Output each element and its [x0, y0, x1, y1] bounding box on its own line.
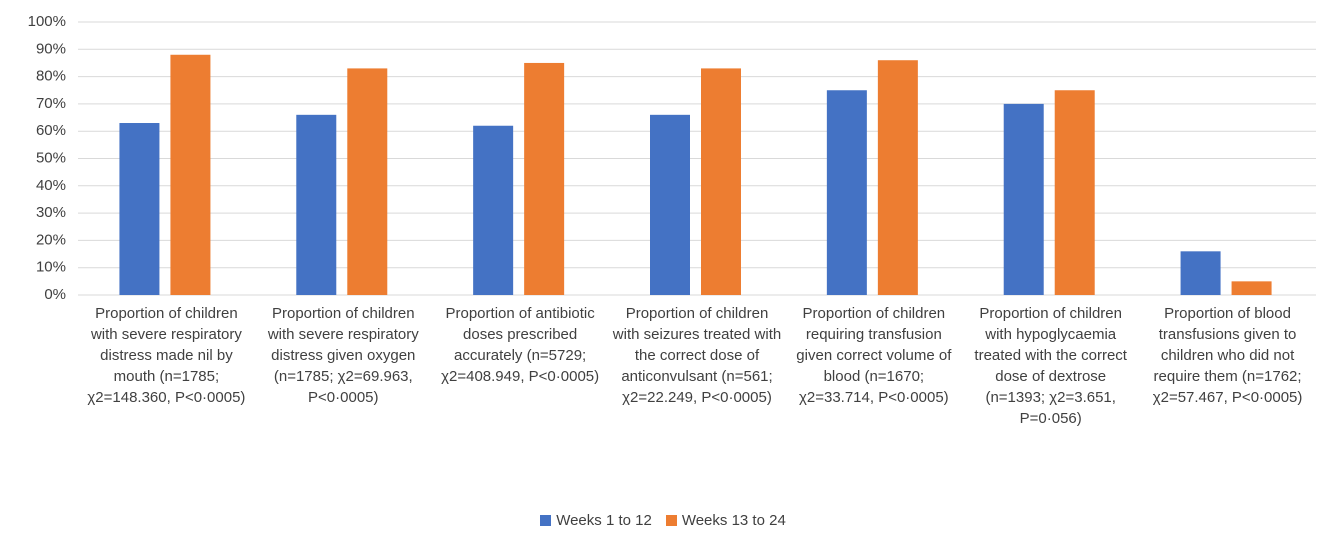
bar: [1003, 103, 1044, 296]
bar: [650, 114, 690, 295]
x-tick-label: Proportion of children with severe respi…: [87, 305, 246, 406]
bar: [826, 90, 867, 295]
y-tick-label: 40%: [36, 177, 66, 194]
bar: [1180, 251, 1221, 295]
legend-swatch: [540, 515, 552, 526]
bar: [170, 54, 211, 296]
legend-label: Weeks 1 to 12: [556, 512, 652, 529]
x-tick-label: Proportion of children requiring transfu…: [796, 305, 952, 406]
y-tick-label: 100%: [28, 13, 66, 30]
legend: Weeks 1 to 12 Weeks 13 to 24: [0, 512, 1326, 529]
legend-item: Weeks 13 to 24: [665, 512, 786, 529]
bar: [347, 68, 388, 295]
y-tick-label: 0%: [44, 286, 66, 303]
x-tick-label: Proportion of blood transfusions given t…: [1152, 305, 1303, 406]
bar: [701, 68, 741, 295]
bar: [877, 60, 918, 295]
bar: [1054, 90, 1095, 295]
y-tick-label: 10%: [36, 259, 66, 276]
y-tick-label: 60%: [36, 122, 66, 139]
x-tick-label: Proportion of children with hypoglycaemi…: [974, 305, 1127, 427]
y-tick-label: 80%: [36, 68, 66, 85]
y-tick-label: 90%: [36, 40, 66, 57]
legend-label: Weeks 13 to 24: [681, 512, 786, 529]
bar: [524, 62, 565, 296]
x-tick-label: Proportion of children with severe respi…: [267, 305, 419, 406]
y-tick-label: 70%: [36, 95, 66, 112]
bar: [296, 114, 337, 295]
y-tick-label: 30%: [36, 204, 66, 221]
legend-swatch: [665, 515, 677, 526]
legend-item: Weeks 1 to 12: [540, 512, 652, 529]
x-tick-label: Proportion of antibiotic doses prescribe…: [441, 305, 600, 385]
x-tick-label: Proportion of children with seizures tre…: [612, 305, 782, 406]
bar: [1231, 281, 1272, 295]
y-tick-label: 20%: [36, 231, 66, 248]
y-tick-label: 50%: [36, 149, 66, 166]
bar: [473, 125, 514, 296]
bar: [119, 123, 160, 295]
